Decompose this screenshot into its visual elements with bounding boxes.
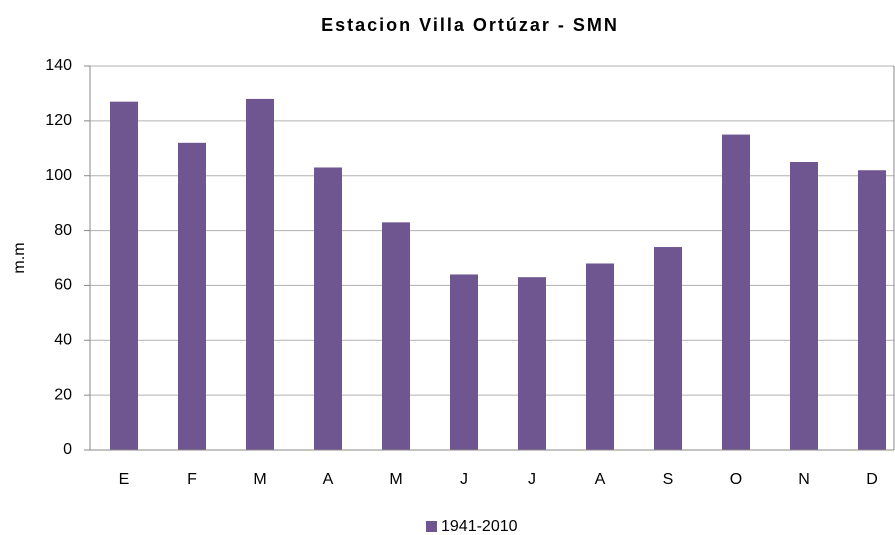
x-tick-label: A [595,471,606,488]
chart-title: Estacion Villa Ortúzar - SMN [321,15,619,35]
bar [518,277,546,450]
x-tick-label: E [119,471,130,488]
bar [790,162,818,450]
x-tick-label: S [663,471,674,488]
bar [858,170,886,450]
y-tick-label: 0 [63,441,72,458]
x-tick-label: M [253,471,266,488]
bar [178,142,206,451]
y-tick-label: 20 [54,386,72,403]
bar [382,222,410,450]
legend-label: 1941-2010 [441,518,518,535]
y-tick-label: 60 [54,277,72,294]
x-tick-label: A [323,471,334,488]
x-tick-label: O [730,471,742,488]
x-tick-label: N [798,471,810,488]
bar [110,101,138,451]
bar [246,98,274,451]
y-tick-label: 100 [45,167,72,184]
y-tick-label: 120 [45,112,72,129]
x-tick-label: F [187,471,197,488]
y-tick-label: 140 [45,57,72,74]
x-tick-label: M [389,471,402,488]
bar [654,247,682,450]
y-tick-label: 80 [54,222,72,239]
bar [722,134,750,451]
legend-swatch [426,521,437,532]
x-tick-label: J [528,471,536,488]
y-tick-label: 40 [54,332,72,349]
bar [586,263,614,450]
x-tick-label: J [460,471,468,488]
bar [450,274,478,450]
x-tick-label: D [866,471,878,488]
bar [314,167,342,450]
y-axis-label: m.m [11,242,28,273]
